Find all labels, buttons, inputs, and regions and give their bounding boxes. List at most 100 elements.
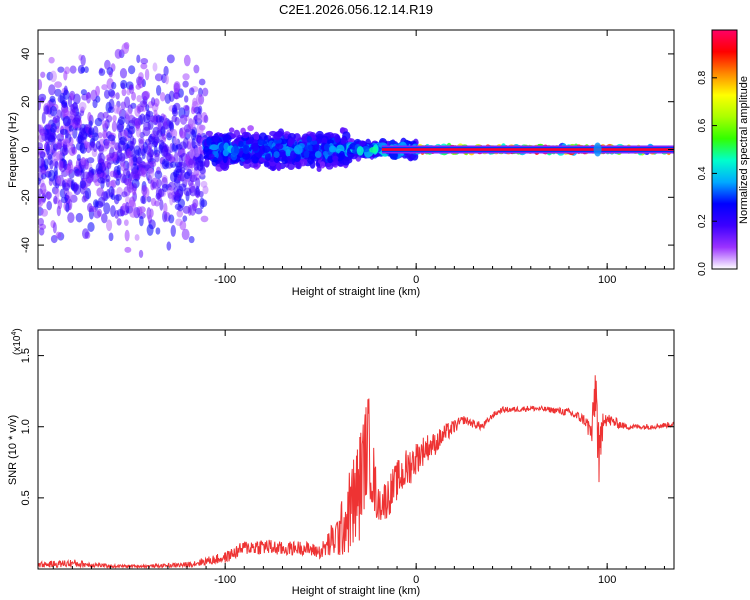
heatmap-cell bbox=[188, 158, 194, 166]
heatmap-cell bbox=[146, 224, 154, 236]
snr-line-layer bbox=[38, 375, 674, 569]
heatmap-cell bbox=[192, 97, 198, 107]
heatmap-cell bbox=[283, 133, 289, 140]
heatmap-cell bbox=[154, 200, 160, 207]
heatmap-cell bbox=[48, 56, 55, 64]
heatmap-cell bbox=[169, 120, 174, 132]
heatmap-cell bbox=[52, 152, 61, 162]
heatmap-cell bbox=[294, 159, 301, 169]
colorbar-tick-label: 0.8 bbox=[697, 70, 708, 84]
heatmap-cell bbox=[195, 93, 203, 106]
heatmap-cell bbox=[120, 101, 126, 110]
heatmap-cell bbox=[68, 147, 76, 156]
heatmap-cell bbox=[95, 85, 100, 97]
bottom-y-multiplier: (x104) bbox=[11, 328, 23, 355]
heatmap-cell bbox=[117, 116, 126, 125]
heatmap-cell bbox=[120, 82, 126, 90]
heatmap-cell bbox=[59, 128, 68, 135]
heatmap-cell bbox=[170, 225, 176, 237]
heatmap-cell bbox=[342, 158, 350, 166]
heatmap-cell bbox=[87, 222, 95, 233]
heatmap-cell bbox=[57, 199, 63, 210]
heatmap-cell bbox=[163, 202, 168, 215]
heatmap-layer bbox=[38, 41, 674, 258]
heatmap-cell bbox=[121, 42, 130, 55]
heatmap-cell bbox=[315, 130, 324, 140]
heatmap-cell bbox=[156, 85, 162, 96]
heatmap-cell bbox=[149, 115, 157, 123]
heatmap-cell bbox=[314, 151, 322, 158]
heatmap-cell bbox=[104, 139, 110, 147]
heatmap-cell bbox=[183, 104, 190, 111]
heatmap-cell bbox=[327, 139, 334, 145]
heatmap-cell bbox=[593, 142, 602, 157]
heatmap-cell bbox=[174, 190, 180, 201]
heatmap-cell bbox=[203, 146, 210, 153]
heatmap-cell bbox=[131, 91, 136, 101]
bottom-panel: -100 0 100 0.5 1.0 1.5 Height of straight li… bbox=[7, 328, 675, 597]
heatmap-cell bbox=[101, 84, 108, 91]
heatmap-cell bbox=[107, 134, 116, 142]
heatmap-cell bbox=[83, 140, 90, 149]
heatmap-cell bbox=[38, 177, 41, 185]
heatmap-cell bbox=[75, 212, 84, 223]
heatmap-cell bbox=[139, 100, 148, 108]
heatmap-cell bbox=[40, 172, 47, 180]
heatmap-cell bbox=[308, 151, 317, 160]
heatmap-cell bbox=[168, 214, 175, 224]
heatmap-cell bbox=[121, 191, 128, 198]
heatmap-cell bbox=[127, 65, 136, 75]
heatmap-cell bbox=[116, 218, 122, 226]
heatmap-cell bbox=[49, 70, 57, 83]
heatmap-cell bbox=[115, 92, 120, 100]
heatmap-cell bbox=[61, 106, 69, 119]
heatmap-cell bbox=[45, 143, 50, 156]
heatmap-cell bbox=[274, 143, 284, 150]
heatmap-cell bbox=[154, 73, 163, 82]
heatmap-cell bbox=[159, 92, 166, 102]
heatmap-cell bbox=[44, 105, 50, 115]
heatmap-cell bbox=[62, 182, 70, 191]
heatmap-cell bbox=[106, 162, 112, 170]
heatmap-cell bbox=[181, 228, 190, 240]
y-tick-label: 0 bbox=[20, 146, 32, 152]
heatmap-cell bbox=[78, 101, 87, 111]
heatmap-cell bbox=[198, 105, 203, 115]
heatmap-cell bbox=[152, 62, 158, 72]
top-x-ticks: -100 0 100 bbox=[52, 30, 665, 286]
heatmap-cell bbox=[88, 127, 95, 136]
heatmap-cell bbox=[358, 140, 366, 147]
y-tick-label: 0.5 bbox=[20, 490, 32, 505]
colorbar-ramp bbox=[711, 29, 738, 270]
heatmap-cell bbox=[193, 64, 200, 74]
heatmap-cell bbox=[101, 120, 108, 129]
heatmap-cell bbox=[67, 212, 75, 224]
colorbar-tick-label: 0.0 bbox=[697, 262, 708, 276]
heatmap-cell bbox=[97, 208, 103, 217]
heatmap-cell bbox=[166, 186, 174, 198]
heatmap-cell bbox=[161, 158, 170, 170]
heatmap-cell bbox=[135, 126, 142, 138]
heatmap-cell bbox=[306, 135, 312, 143]
heatmap-cell bbox=[241, 131, 249, 139]
heatmap-cell bbox=[136, 54, 141, 64]
heatmap-cell bbox=[109, 141, 118, 149]
heatmap-cell bbox=[144, 68, 150, 81]
heatmap-cell bbox=[61, 146, 69, 156]
colorbar-tick-label: 0.2 bbox=[697, 214, 708, 228]
heatmap-cell bbox=[182, 215, 188, 222]
heatmap-cell bbox=[108, 180, 115, 188]
heatmap-cell bbox=[97, 132, 103, 139]
heatmap-cell bbox=[189, 147, 195, 159]
heatmap-cell bbox=[81, 195, 87, 203]
heatmap-cell bbox=[128, 199, 137, 211]
y-tick-label: -40 bbox=[20, 237, 32, 253]
heatmap-cell bbox=[40, 166, 46, 175]
heatmap-cell bbox=[79, 127, 85, 138]
heatmap-cell bbox=[179, 114, 188, 125]
heatmap-cell bbox=[177, 205, 184, 212]
heatmap-cell bbox=[132, 183, 138, 192]
heatmap-cell bbox=[339, 150, 345, 160]
heatmap-cell bbox=[222, 134, 232, 143]
heatmap-cell bbox=[140, 195, 146, 204]
